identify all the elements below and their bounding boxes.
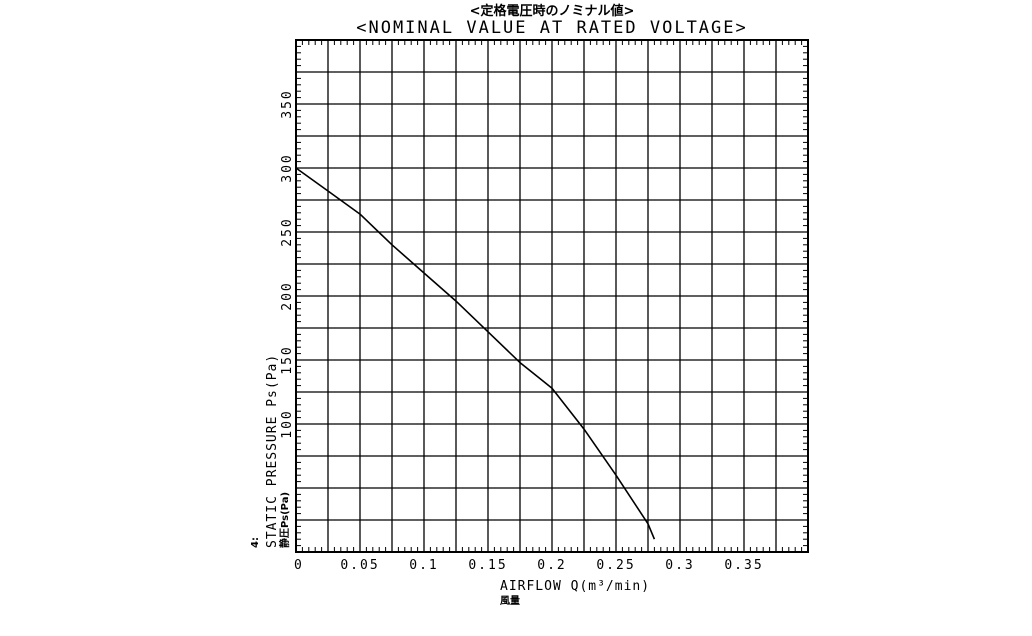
x-tick-labels: 0 0.05 0.1 0.15 0.2 0.25 0.3 0.35 [294, 558, 763, 573]
x-tick-label: 0 [294, 558, 304, 573]
series-layer [295, 167, 656, 540]
plot-frame [295, 39, 809, 553]
y-tick-label: 150 [280, 345, 295, 374]
x-tick-label: 0.2 [537, 558, 566, 573]
x-tick-label: 0.3 [665, 558, 694, 573]
x-tick-label: 0.25 [596, 558, 635, 573]
x-tick-label: 0.15 [468, 558, 507, 573]
x-tick-label: 0.05 [340, 558, 379, 573]
x-tick-label: 0.1 [409, 558, 438, 573]
y-tick-label: 200 [280, 281, 295, 310]
x-axis-label-jp: 風量 [500, 594, 520, 607]
y-axis-label-jp: 静圧Ps(Pa) [278, 492, 291, 548]
y-tick-labels: 100 150 200 250 300 350 [280, 89, 295, 438]
corner-mark: 4: [250, 537, 261, 548]
y-tick-label: 250 [280, 217, 295, 246]
x-tick-label: 0.35 [724, 558, 763, 573]
y-tick-label: 300 [280, 153, 295, 182]
chart-subtitle: <NOMINAL VALUE AT RATED VOLTAGE> [356, 18, 748, 38]
pq-curve [295, 167, 656, 540]
x-axis-label: AIRFLOW Q(m³/min) [500, 579, 650, 594]
y-tick-label: 100 [280, 409, 295, 438]
chart-title-jp: <定格電圧時のノミナル値> [470, 3, 635, 19]
y-axis-label: STATIC PRESSURE Ps(Pa) [265, 354, 280, 548]
y-tick-label: 350 [280, 89, 295, 118]
grid [296, 40, 808, 552]
